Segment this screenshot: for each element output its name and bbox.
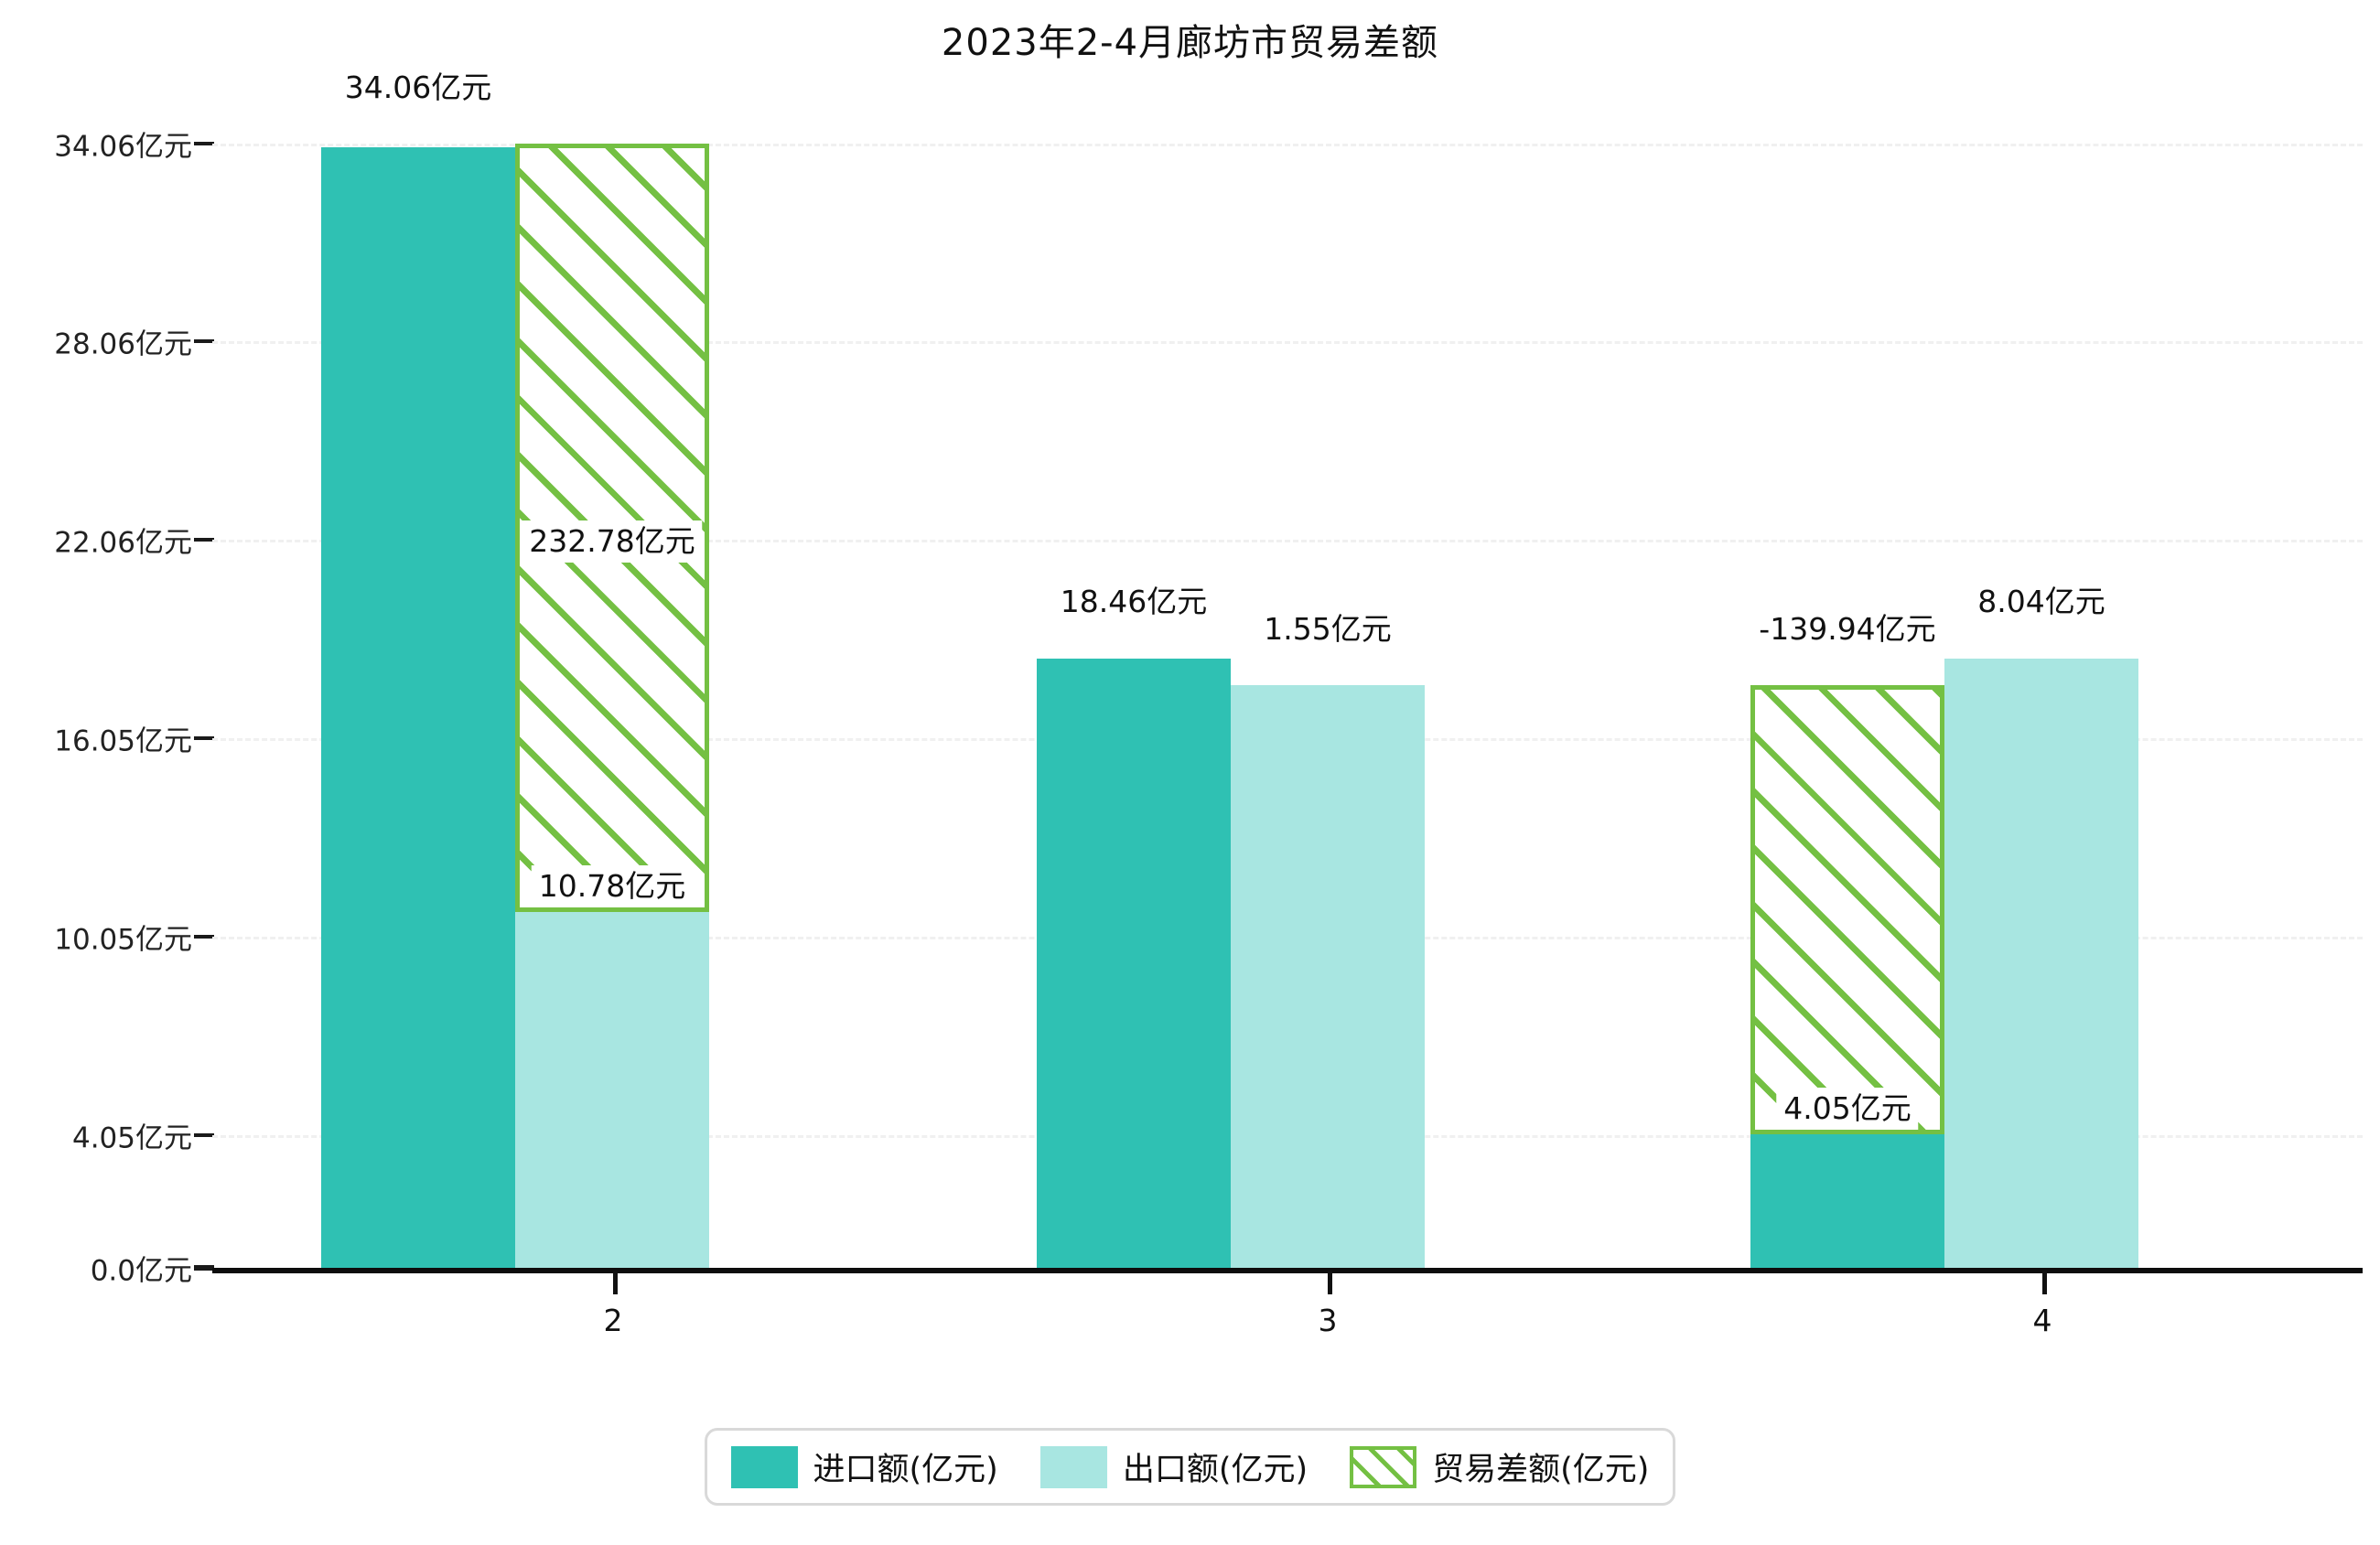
legend-item-export[interactable]: 出口额(亿元) [1039,1443,1308,1490]
y-tick-label: 4.05亿元 [71,1121,192,1155]
value-label-export-month-2: 10.78亿元 [531,865,694,907]
x-axis-line [212,1268,2363,1273]
legend-swatch-trade-difference-icon [1350,1445,1417,1488]
bar-import-month-4[interactable] [1750,1134,1944,1268]
bar-export-month-4[interactable] [1944,659,2138,1268]
y-tick-mark [194,538,214,542]
y-tick-label: 34.06亿元 [54,130,192,164]
y-tick-mark [194,1133,214,1137]
bar-import-month-2[interactable] [321,147,515,1268]
value-label-trade-difference-month-3: 1.55亿元 [1256,608,1399,650]
gridline [212,144,2363,146]
y-tick-mark [194,1265,214,1271]
x-tick-label: 4 [2032,1303,2052,1338]
legend-label-import: 进口额(亿元) [813,1452,998,1488]
value-label-import-month-4: 4.05亿元 [1776,1088,1919,1130]
y-tick-label: 10.05亿元 [54,923,192,957]
y-tick-label: 28.06亿元 [54,327,192,361]
x-tick-label: 3 [1318,1303,1338,1338]
value-label-trade-difference-month-2: 232.78亿元 [522,520,703,563]
x-tick-label: 2 [603,1303,623,1338]
legend-swatch-import-icon [730,1445,798,1488]
gridline [212,341,2363,344]
y-tick-mark [194,736,214,740]
x-tick-mark [2042,1271,2047,1294]
y-tick-mark [194,142,214,145]
bar-import-month-3[interactable] [1037,659,1231,1268]
y-tick-label: 16.05亿元 [54,724,192,758]
legend: 进口额(亿元) 出口额(亿元) 贸易差额(亿元) [704,1428,1676,1506]
legend-label-trade-difference: 贸易差额(亿元) [1432,1452,1650,1488]
plot-area: 34.06亿元 232.78亿元 10.78亿元 18.46亿元 1.55亿元 … [212,67,2363,1268]
gridline [212,540,2363,542]
legend-item-trade-difference[interactable]: 贸易差额(亿元) [1350,1443,1649,1490]
y-tick-label: 0.0亿元 [90,1254,192,1288]
value-label-trade-difference-month-4: -139.94亿元 [1751,608,1944,650]
value-label-import-month-3: 18.46亿元 [1052,581,1215,623]
legend-label-export: 出口额(亿元) [1122,1452,1308,1488]
y-tick-mark [194,935,214,939]
bar-export-month-3[interactable] [1231,685,1425,1268]
value-label-import-month-2: 34.06亿元 [337,67,500,109]
y-tick-label: 22.06亿元 [54,526,192,560]
x-tick-mark [613,1271,618,1294]
bar-trade-difference-month-4[interactable] [1750,685,1944,1134]
x-tick-mark [1328,1271,1332,1294]
bar-export-month-2[interactable] [515,912,709,1268]
chart-title: 2023年2-4月廊坊市贸易差额 [941,22,1439,64]
value-label-export-month-4: 8.04亿元 [1970,581,2113,623]
legend-swatch-export-icon [1039,1445,1107,1488]
y-tick-mark [194,339,214,343]
legend-item-import[interactable]: 进口额(亿元) [730,1443,998,1490]
